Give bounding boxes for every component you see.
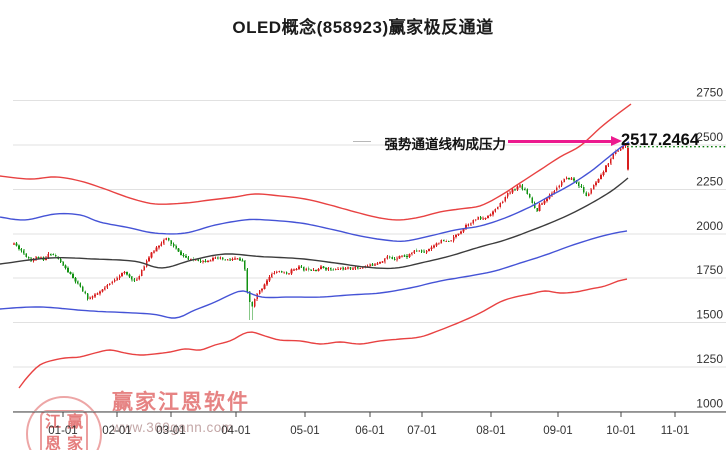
x-axis-labels: 01-01 02-01 03-01 04-01 05-01 06-01 07-01 08-01… — [48, 425, 689, 437]
gridlines — [13, 100, 726, 412]
watermark-text: 赢家江恩软件 www.360gann.com — [112, 386, 250, 435]
channel-mid-black — [0, 177, 629, 270]
y-axis-label: 2750 — [696, 86, 723, 100]
x-axis-label: 07-01 — [407, 425, 436, 437]
x-axis-label: 03-01 — [156, 425, 185, 437]
annotation-leader-line — [353, 141, 371, 142]
x-axis-label: 10-01 — [606, 425, 635, 437]
channel-lower-red — [18, 278, 628, 389]
watermark-url: www.360gann.com — [112, 420, 234, 435]
candlesticks — [13, 143, 629, 320]
y-axis-label: 1500 — [696, 308, 723, 322]
x-axis-label: 11-01 — [661, 425, 690, 437]
channel-upper-blue — [0, 141, 630, 243]
y-axis-label: 2000 — [696, 219, 723, 233]
watermark-name: 赢家江恩软件 — [112, 391, 250, 414]
x-axis-label: 06-01 — [355, 425, 384, 437]
watermark-logo-char: 赢 — [66, 414, 83, 431]
y-axis-label: 2250 — [696, 174, 723, 188]
y-axis-label: 1250 — [696, 352, 723, 366]
watermark: 江 赢 恩 家 赢家江恩软件 www.360gann.com — [26, 384, 250, 450]
x-axis-label: 02-01 — [102, 425, 131, 437]
y-axis-label: 1750 — [696, 263, 723, 277]
channel-lower-blue — [0, 230, 628, 319]
price-level-label: 2517.2464 — [621, 131, 699, 149]
annotation-arrow — [508, 140, 613, 143]
x-axis-label: 05-01 — [290, 425, 319, 437]
x-axis-label: 08-01 — [476, 425, 505, 437]
annotation-arrowhead-icon — [611, 135, 622, 146]
x-axis-label: 09-01 — [543, 425, 572, 437]
watermark-logo-char: 恩 — [44, 436, 61, 450]
channel-upper-red — [0, 103, 632, 221]
pressure-annotation-label: 强势通道线构成压力 — [384, 137, 507, 152]
y-axis-label: 2500 — [696, 130, 723, 144]
watermark-logo-char: 家 — [66, 436, 83, 450]
y-axis-labels: 2750 2500 2250 2000 1750 1500 1250 1000 — [696, 86, 723, 411]
watermark-logo-char: 江 — [44, 414, 61, 431]
x-axis-label: 04-01 — [221, 425, 250, 437]
x-axis-label: 01-01 — [48, 425, 77, 437]
chart-title: OLED概念(858923)赢家极反通道 — [232, 18, 494, 37]
x-axis — [13, 411, 726, 417]
y-axis-label: 1000 — [696, 397, 723, 411]
